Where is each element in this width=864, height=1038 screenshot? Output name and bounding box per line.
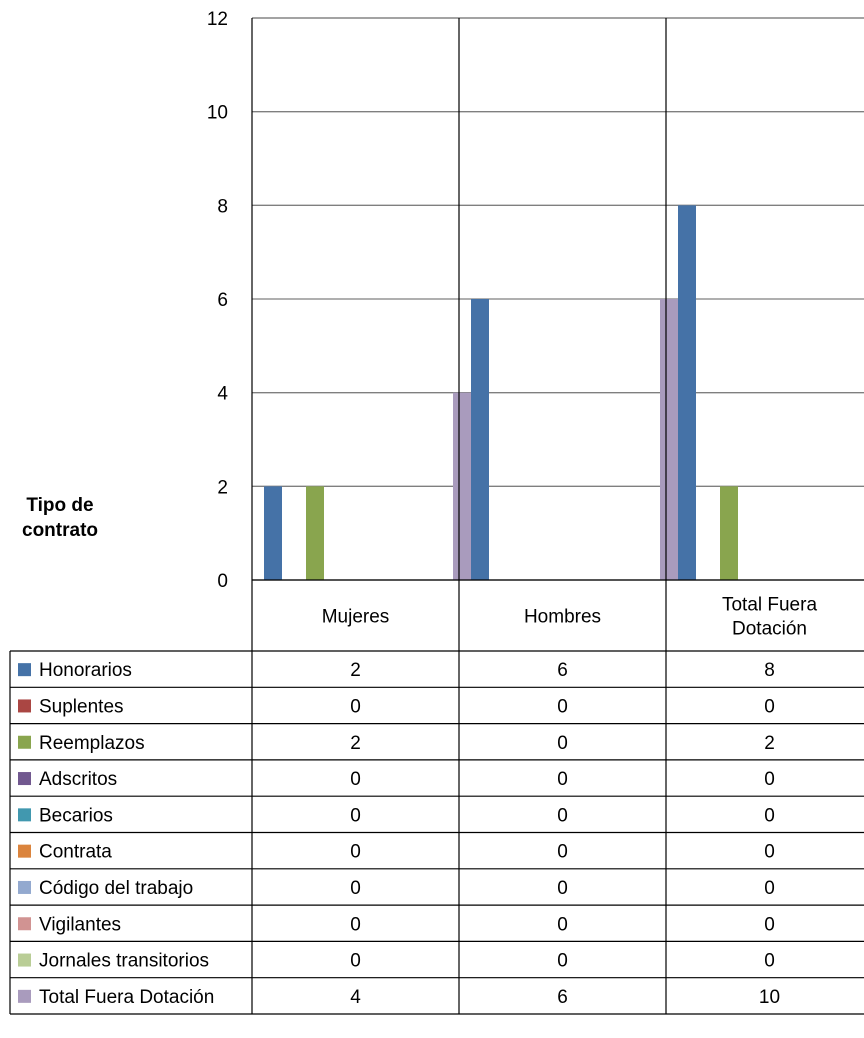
legend-label: Contrata [39, 842, 112, 863]
data-table-value: 0 [350, 769, 361, 790]
bar [453, 392, 471, 580]
data-table-value: 8 [764, 660, 775, 681]
legend-label: Total Fuera Dotación [39, 987, 214, 1008]
bar [264, 486, 282, 580]
bar [471, 299, 489, 580]
data-table-value: 0 [764, 805, 775, 826]
data-table-value: 6 [557, 660, 568, 681]
data-table-value: 0 [557, 878, 568, 899]
legend-swatch [18, 989, 31, 1003]
y-tick-label: 2 [217, 477, 228, 498]
legend-label: Suplentes [39, 696, 124, 717]
legend-label: Honorarios [39, 660, 132, 681]
data-table-value: 10 [759, 987, 780, 1008]
y-tick-label: 8 [217, 196, 228, 217]
data-table-value: 0 [764, 914, 775, 935]
legend-swatch [18, 735, 31, 749]
data-table-value: 0 [557, 805, 568, 826]
legend-label: Código del trabajo [39, 878, 193, 899]
data-table-value: 0 [350, 914, 361, 935]
data-table-value: 0 [557, 769, 568, 790]
data-table-value: 2 [350, 733, 361, 754]
legend-swatch [18, 699, 31, 713]
data-table-value: 0 [557, 951, 568, 972]
bar [678, 205, 696, 581]
bar [306, 486, 324, 580]
data-table-value: 0 [350, 696, 361, 717]
data-table-value: 0 [350, 951, 361, 972]
data-table-value: 2 [350, 660, 361, 681]
data-table-value: 0 [764, 951, 775, 972]
legend-swatch [18, 953, 31, 967]
legend-label: Vigilantes [39, 914, 121, 935]
bar [720, 486, 738, 580]
bar [660, 299, 678, 580]
category-label: Total Fuera [722, 595, 817, 616]
y-tick-label: 10 [207, 103, 228, 124]
category-label: Dotación [732, 619, 807, 640]
y-tick-label: 4 [217, 384, 228, 405]
data-table-value: 0 [764, 696, 775, 717]
data-table-value: 0 [557, 842, 568, 863]
category-label: Hombres [524, 607, 601, 628]
legend-swatch [18, 917, 31, 931]
y-tick-label: 6 [217, 290, 228, 311]
legend-swatch [18, 808, 31, 822]
data-table-value: 0 [557, 733, 568, 754]
data-table-value: 0 [557, 914, 568, 935]
data-table-value: 2 [764, 733, 775, 754]
data-table-value: 0 [350, 805, 361, 826]
data-table-value: 4 [350, 987, 361, 1008]
legend-swatch [18, 663, 31, 677]
data-table-value: 6 [557, 987, 568, 1008]
legend-label: Becarios [39, 805, 113, 826]
data-table-value: 0 [764, 769, 775, 790]
legend-label: Adscritos [39, 769, 117, 790]
category-label: Mujeres [322, 607, 390, 628]
data-table-value: 0 [350, 878, 361, 899]
legend-swatch [18, 844, 31, 858]
data-table-value: 0 [764, 842, 775, 863]
data-table-value: 0 [350, 842, 361, 863]
legend-swatch [18, 772, 31, 786]
y-tick-label: 0 [217, 571, 228, 592]
data-table-value: 0 [557, 696, 568, 717]
y-tick-label: 12 [207, 9, 228, 30]
legend-swatch [18, 880, 31, 894]
legend-label: Reemplazos [39, 733, 145, 754]
legend-label: Jornales transitorios [39, 951, 209, 972]
y-axis-label: Tipo de contrato [22, 495, 98, 541]
data-table-value: 0 [764, 878, 775, 899]
